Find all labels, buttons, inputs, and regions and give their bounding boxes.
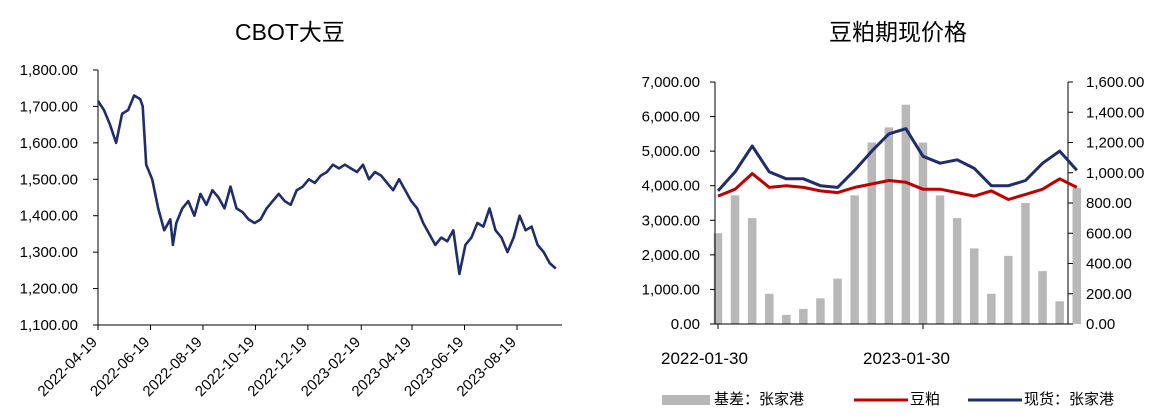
legend-label-basis: 基差：张家港 [714, 391, 804, 408]
basis-bar [884, 127, 894, 325]
basis-bar [713, 233, 723, 325]
y-tick-label: 0.00 [671, 316, 700, 333]
y2-tick-label: 400.00 [1086, 256, 1132, 273]
basis-bar [952, 218, 962, 324]
x-tick-label: 2023-01-30 [863, 349, 950, 368]
basis-bar [816, 298, 825, 324]
y-tick-label: 4,000.00 [642, 178, 700, 195]
y2-tick-label: 1,600.00 [1086, 74, 1144, 91]
y-tick-label: 6,000.00 [642, 109, 700, 126]
y2-tick-label: 1,000.00 [1086, 165, 1144, 182]
legend-swatch-basis [662, 395, 710, 405]
basis-bar [1038, 271, 1047, 324]
basis-bar [799, 308, 808, 324]
legend-label-spot: 现货：张家港 [1024, 391, 1114, 408]
basis-bar [1055, 301, 1064, 324]
basis-bar [918, 142, 928, 324]
soymeal-price-svg: 豆粕期现价格 0.00 1,000.00 2,000.00 3,000.00 4,000.… [642, 19, 1145, 408]
basis-bar [850, 195, 859, 324]
soymeal-spot-line [716, 127, 1078, 192]
y2-tick-label: 0.00 [1086, 316, 1115, 333]
y-tick-label: 1,200.00 [20, 281, 78, 298]
basis-bar [935, 195, 945, 324]
y-tick-label: 1,100.00 [20, 317, 78, 334]
basis-bar [782, 314, 791, 324]
y-tick-label: 1,000.00 [642, 281, 700, 298]
cbot-price-line [96, 94, 557, 276]
chart-title: 豆粕期现价格 [829, 19, 967, 45]
y-tick-label: 1,500.00 [20, 171, 78, 188]
y-tick-label: 2,000.00 [642, 247, 700, 264]
y-tick-label: 1,400.00 [20, 208, 78, 225]
cbot-soybean-chart: CBOT大豆 1,100.00 1,200.00 1,300.00 1,400.00 1,… [0, 0, 575, 413]
chart-title: CBOT大豆 [235, 19, 345, 45]
y-tick-label: 5,000.00 [642, 143, 700, 160]
y-tick-label: 1,700.00 [20, 98, 78, 115]
y-tick-label: 1,600.00 [20, 135, 78, 152]
basis-bar [970, 248, 979, 324]
y-tick-label: 1,300.00 [20, 244, 78, 261]
soymeal-price-chart: 豆粕期现价格 0.00 1,000.00 2,000.00 3,000.00 4,000.… [590, 0, 1165, 413]
y2-tick-label: 1,400.00 [1086, 104, 1144, 121]
basis-bar [1004, 255, 1013, 324]
legend-label-futures: 豆粕 [910, 391, 940, 408]
y-tick-label: 1,800.00 [20, 62, 78, 79]
basis-bar [1021, 203, 1030, 324]
basis-bar [1072, 187, 1081, 324]
soymeal-futures-line [717, 172, 1078, 201]
y2-tick-label: 600.00 [1086, 225, 1132, 242]
x-tick-label: 2022-01-30 [661, 349, 748, 368]
basis-bar [730, 195, 740, 324]
basis-bar [987, 293, 996, 325]
basis-bar [747, 218, 757, 324]
y2-tick-label: 800.00 [1086, 195, 1132, 212]
y2-tick-label: 1,200.00 [1086, 135, 1144, 152]
basis-bar [765, 293, 774, 325]
basis-bar [901, 104, 911, 324]
y2-tick-label: 200.00 [1086, 286, 1132, 303]
y-tick-label: 7,000.00 [642, 74, 700, 91]
basis-bar [867, 142, 876, 324]
basis-bar [833, 278, 842, 324]
y-tick-label: 3,000.00 [642, 212, 700, 229]
cbot-soybean-svg: CBOT大豆 1,100.00 1,200.00 1,300.00 1,400.00 1,… [20, 19, 562, 400]
